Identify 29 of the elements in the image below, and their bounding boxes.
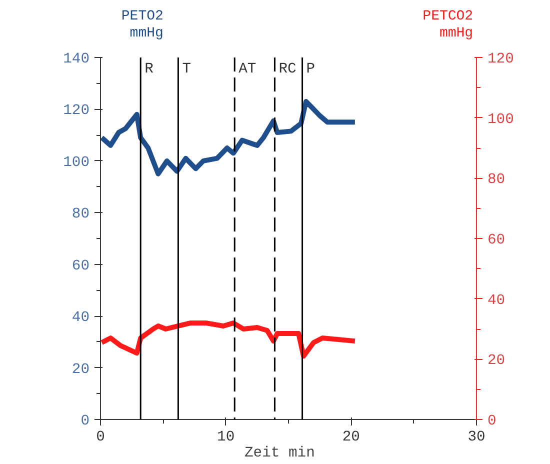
y-tick-label: 0 (80, 414, 90, 430)
x-tick-label: 10 (217, 430, 235, 446)
x-tick-label: 20 (342, 430, 360, 446)
y-tick-label: 80 (72, 206, 90, 223)
text: PETO2 (121, 8, 164, 24)
y2-tick-label: 40 (488, 292, 506, 309)
y2-tick-label: 120 (488, 52, 514, 68)
x-axis-title: Zeit min (244, 446, 315, 462)
ref-line-label: P (306, 62, 316, 78)
y2-axis-title: mmHg (439, 26, 474, 42)
y2-tick-label: 20 (488, 353, 506, 370)
text: PETCO2 (422, 8, 474, 24)
y2-tick-label: 60 (488, 232, 506, 248)
y-tick-label: 140 (63, 52, 90, 68)
y-tick-label: 40 (72, 310, 90, 326)
ref-line-label: AT (238, 62, 256, 78)
y-tick-label: 20 (72, 362, 90, 378)
y-axis-title: mmHg (130, 26, 164, 42)
ref-line-label: RC (278, 62, 297, 78)
y-tick-label: 60 (72, 258, 90, 274)
x-tick-label: 30 (468, 430, 486, 446)
ref-line-label: T (182, 62, 192, 78)
y2-tick-label: 0 (488, 414, 496, 430)
ref-line-label: R (144, 62, 154, 78)
y2-tick-label: 100 (488, 112, 514, 128)
y-tick-label: 100 (63, 154, 90, 171)
y2-tick-label: 80 (488, 172, 506, 188)
y-tick-label: 120 (63, 103, 90, 120)
x-tick-label: 0 (96, 430, 105, 446)
